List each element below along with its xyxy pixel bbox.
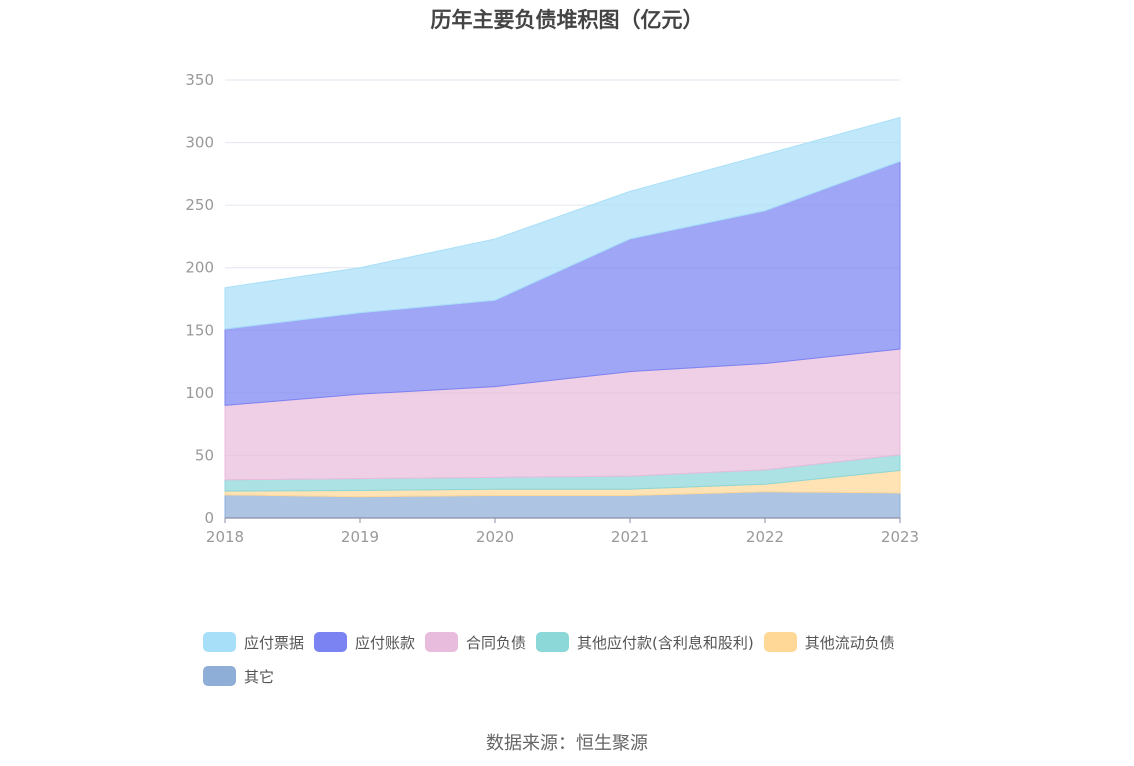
x-tick-label: 2020 xyxy=(476,528,514,546)
legend-item[interactable]: 其他流动负债 xyxy=(763,630,895,654)
y-tick-label: 0 xyxy=(204,509,214,527)
x-tick-label: 2019 xyxy=(341,528,379,546)
legend-label: 应付票据 xyxy=(244,633,305,652)
legend-swatch xyxy=(763,632,797,652)
legend-label: 其他应付款(含利息和股利) xyxy=(577,633,754,652)
chart-title: 历年主要负债堆积图（亿元） xyxy=(430,8,704,32)
legend-item[interactable]: 应付账款 xyxy=(314,630,415,654)
area-series-5 xyxy=(224,116,901,330)
legend-item[interactable]: 应付票据 xyxy=(203,630,304,654)
x-tick-label: 2018 xyxy=(206,528,244,546)
data-source: 数据来源：恒生聚源 xyxy=(486,733,648,754)
legend-item[interactable]: 合同负债 xyxy=(425,630,526,654)
legend-label: 合同负债 xyxy=(466,633,527,652)
legend-swatch xyxy=(203,666,236,686)
legend-swatch xyxy=(536,632,570,652)
stacked-area-chart: 0 50 100 150 200 250 300 350 2018 2019 2020 2021 202… xyxy=(185,71,919,546)
y-tick-label: 50 xyxy=(195,446,214,464)
axes: 0 50 100 150 200 250 300 350 2018 2019 2020 2021 202… xyxy=(185,71,919,546)
x-tick-label: 2022 xyxy=(746,528,784,546)
legend-swatch xyxy=(314,632,348,652)
legend-item[interactable]: 其他应付款(含利息和股利) xyxy=(536,630,754,654)
legend: 应付票据 应付账款 合同负债 其他应付款(含利息和股利) 其他流动负债其它 xyxy=(203,630,963,698)
y-tick-label: 300 xyxy=(185,134,214,152)
y-tick-label: 250 xyxy=(185,196,214,214)
legend-item[interactable]: 其它 xyxy=(203,664,274,688)
legend-label: 其它 xyxy=(244,667,275,686)
y-tick-label: 200 xyxy=(185,259,214,277)
legend-label: 应付账款 xyxy=(355,633,416,652)
x-tick-label: 2023 xyxy=(881,528,919,546)
x-tick-label: 2021 xyxy=(611,528,649,546)
area-series xyxy=(224,116,901,519)
y-tick-label: 150 xyxy=(185,321,214,339)
legend-label: 其他流动负债 xyxy=(804,633,895,652)
y-tick-label: 100 xyxy=(185,384,214,402)
legend-swatch xyxy=(425,632,459,652)
legend-swatch xyxy=(203,632,236,652)
y-tick-label: 350 xyxy=(185,71,214,89)
